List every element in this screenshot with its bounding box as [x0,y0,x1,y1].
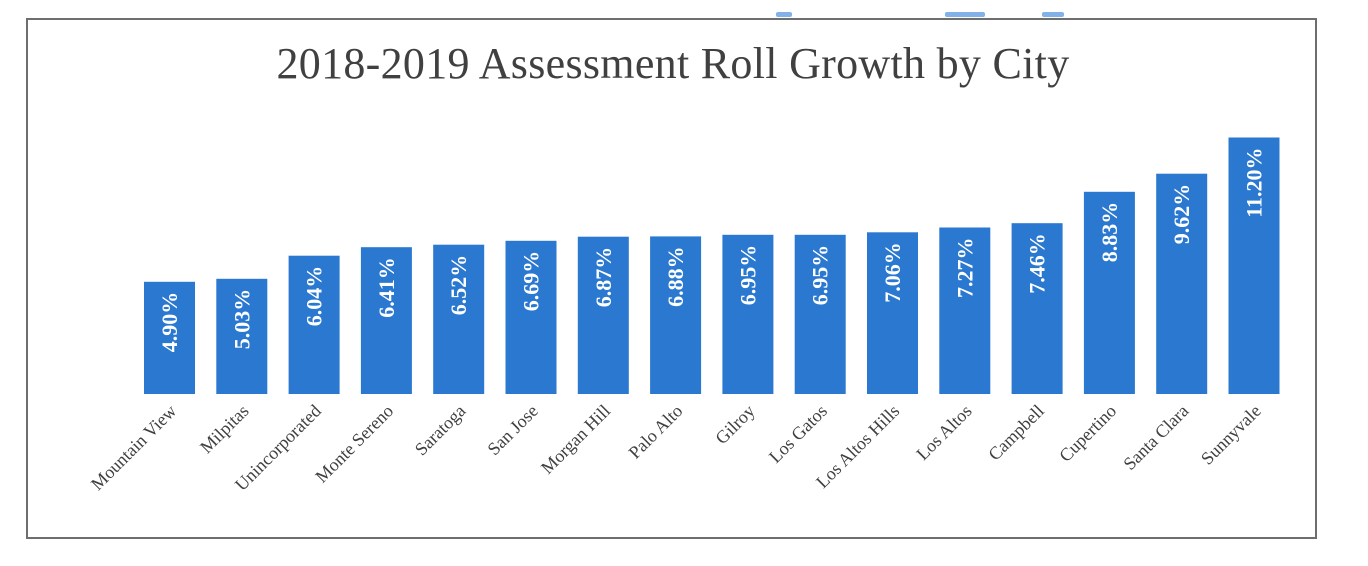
data-label: 5.03% [229,289,254,350]
bar [650,236,702,394]
bar [794,234,846,394]
category-label: Mountain View [87,401,180,494]
category-label: Monte Sereno [311,401,397,487]
bar [505,240,557,394]
category-label: Santa Clara [1119,401,1192,474]
bar [722,234,774,394]
data-label: 11.20% [1242,148,1267,218]
bar [577,236,629,394]
top-artifact [776,12,792,17]
data-label: 6.04% [302,266,327,327]
bar [360,247,412,394]
bar [433,244,485,394]
data-label: 6.41% [374,257,399,318]
category-label: Los Altos [912,401,975,464]
category-label: Los Gatos [765,401,831,467]
category-label: Sunnyvale [1197,401,1265,469]
category-label: San Jose [483,401,541,459]
data-label: 6.52% [446,255,471,316]
category-label: Morgan Hill [537,401,614,478]
data-label: 6.88% [663,246,688,307]
data-label: 9.62% [1169,184,1194,245]
data-label: 6.87% [591,247,616,308]
category-label: Cupertino [1055,401,1120,466]
category-label: Gilroy [711,401,758,448]
bar [1083,191,1135,394]
chart-title: 2018-2019 Assessment Roll Growth by City [276,39,1070,88]
data-label: 6.95% [735,245,760,305]
top-artifact [1042,12,1064,17]
category-label: Palo Alto [625,401,687,463]
data-label: 7.06% [880,242,905,302]
data-label: 7.46% [1025,233,1050,294]
category-label: Campbell [984,401,1048,465]
data-label: 7.27% [952,238,977,299]
data-label: 6.95% [808,245,833,305]
bar [1228,137,1280,394]
bar [288,255,340,394]
data-label: 6.69% [519,251,544,311]
data-label: 8.83% [1097,202,1122,262]
data-label: 4.90% [157,292,182,353]
bar [939,227,991,394]
category-label: Saratoga [411,401,470,460]
category-label: Milpitas [196,401,253,458]
bar [216,278,268,394]
bar [867,232,918,394]
bar [144,281,195,394]
top-artifact [945,12,985,17]
bar [1156,173,1208,394]
bar [1011,223,1063,394]
